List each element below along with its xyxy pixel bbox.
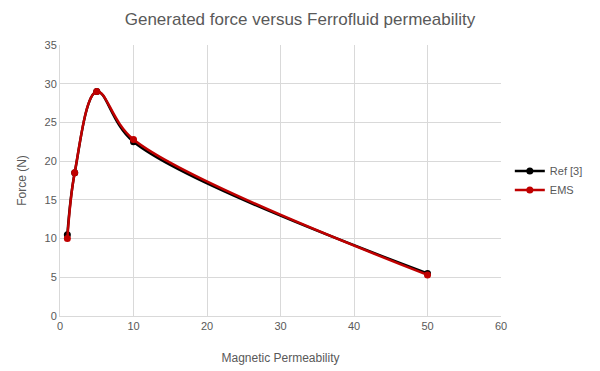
svg-text:5: 5 (51, 271, 57, 283)
svg-text:25: 25 (45, 116, 57, 128)
svg-text:Force (N): Force (N) (15, 155, 29, 206)
svg-text:0: 0 (51, 310, 57, 322)
svg-text:30: 30 (274, 320, 286, 332)
svg-text:10: 10 (127, 320, 139, 332)
svg-text:10: 10 (45, 232, 57, 244)
svg-text:35: 35 (45, 39, 57, 51)
svg-text:EMS: EMS (550, 184, 574, 196)
svg-text:Magnetic Permeability: Magnetic Permeability (221, 351, 339, 365)
svg-text:20: 20 (201, 320, 213, 332)
svg-text:Ref [3]: Ref [3] (550, 165, 582, 177)
svg-text:30: 30 (45, 78, 57, 90)
svg-text:0: 0 (57, 320, 63, 332)
svg-text:15: 15 (45, 194, 57, 206)
svg-text:50: 50 (421, 320, 433, 332)
svg-text:20: 20 (45, 155, 57, 167)
svg-text:60: 60 (495, 320, 507, 332)
svg-text:40: 40 (348, 320, 360, 332)
svg-text:Generated force versus Ferrofl: Generated force versus Ferrofluid permea… (125, 10, 476, 29)
